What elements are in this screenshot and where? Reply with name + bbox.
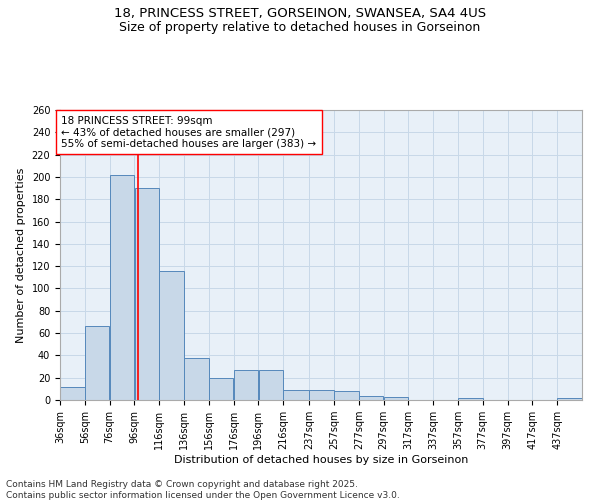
- Text: Contains HM Land Registry data © Crown copyright and database right 2025.
Contai: Contains HM Land Registry data © Crown c…: [6, 480, 400, 500]
- Bar: [134, 188, 159, 400]
- Text: 18 PRINCESS STREET: 99sqm
← 43% of detached houses are smaller (297)
55% of semi: 18 PRINCESS STREET: 99sqm ← 43% of detac…: [61, 116, 316, 149]
- Bar: [458, 398, 482, 400]
- Bar: [184, 358, 209, 400]
- Y-axis label: Number of detached properties: Number of detached properties: [16, 168, 26, 342]
- Text: 18, PRINCESS STREET, GORSEINON, SWANSEA, SA4 4US: 18, PRINCESS STREET, GORSEINON, SWANSEA,…: [114, 8, 486, 20]
- Bar: [60, 386, 85, 400]
- Bar: [310, 390, 334, 400]
- Bar: [359, 396, 383, 400]
- Bar: [234, 370, 258, 400]
- X-axis label: Distribution of detached houses by size in Gorseinon: Distribution of detached houses by size …: [174, 455, 468, 465]
- Bar: [557, 398, 582, 400]
- Bar: [384, 396, 408, 400]
- Bar: [160, 270, 184, 400]
- Bar: [259, 370, 283, 400]
- Bar: [334, 391, 359, 400]
- Text: Size of property relative to detached houses in Gorseinon: Size of property relative to detached ho…: [119, 21, 481, 34]
- Bar: [209, 378, 233, 400]
- Bar: [85, 326, 109, 400]
- Bar: [283, 390, 309, 400]
- Bar: [110, 174, 134, 400]
